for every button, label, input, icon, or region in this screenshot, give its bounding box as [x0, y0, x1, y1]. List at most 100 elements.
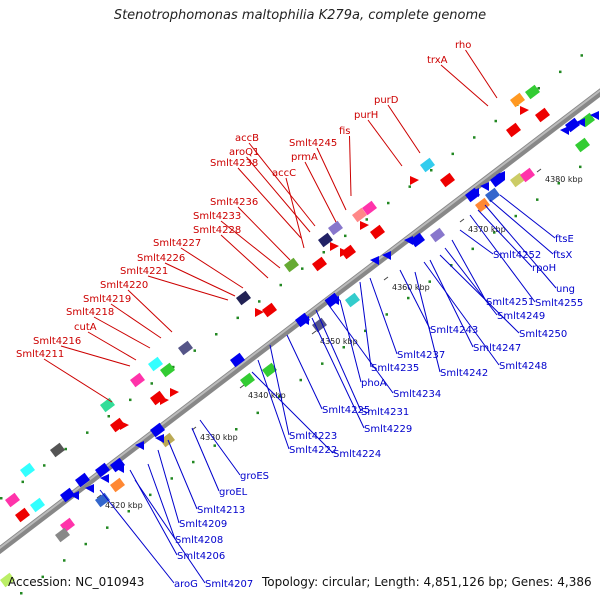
- reverse-gene: [160, 432, 175, 448]
- reverse-gene-label: ftsE: [555, 234, 574, 245]
- inner-dot: [450, 264, 453, 267]
- reverse-gene-label: Smlt4249: [497, 311, 545, 322]
- reverse-gene: [149, 422, 165, 438]
- reverse-gene: [240, 372, 255, 388]
- forward-leader-line: [110, 303, 162, 339]
- forward-leader-line: [164, 262, 236, 297]
- reverse-leader-line: [311, 317, 365, 429]
- forward-leader-line: [220, 234, 269, 279]
- forward-gene-label: prmA: [291, 152, 318, 163]
- outer-dot: [580, 54, 583, 57]
- forward-arrow: [410, 176, 419, 185]
- inner-dot: [127, 510, 130, 513]
- reverse-leader-line: [99, 489, 175, 584]
- reverse-arrow: [480, 182, 489, 191]
- reverse-gene-label: Smlt4213: [197, 505, 245, 516]
- reverse-arrow: [382, 251, 391, 260]
- inner-dot: [536, 198, 539, 201]
- reverse-gene-label: Smlt4237: [397, 350, 445, 361]
- reverse-arrow: [85, 484, 94, 493]
- forward-arrow: [120, 421, 129, 430]
- forward-arrow: [340, 248, 349, 257]
- reverse-leader-line: [489, 199, 554, 255]
- outer-dot: [0, 497, 3, 500]
- inner-dot: [321, 362, 324, 365]
- reverse-gene: [262, 362, 277, 378]
- tick-mark: [96, 494, 102, 499]
- inner-dot: [84, 542, 87, 546]
- reverse-gene-label: groES: [240, 471, 269, 482]
- outer-dot: [86, 431, 89, 434]
- inner-dot: [471, 247, 474, 251]
- reverse-arrow: [560, 126, 569, 135]
- forward-gene-label: Smlt4245: [289, 138, 337, 149]
- reverse-arrow: [300, 316, 309, 325]
- reverse-gene-label: Smlt4255: [535, 298, 583, 309]
- reverse-gene: [345, 292, 360, 308]
- forward-leader-line: [87, 331, 137, 361]
- tick-label: 4320 kbp: [105, 501, 143, 510]
- forward-leader-line: [387, 104, 421, 154]
- reverse-leader-line: [499, 194, 556, 239]
- reverse-gene: [110, 477, 125, 493]
- reverse-gene: [475, 197, 490, 213]
- forward-gene: [235, 290, 251, 306]
- outer-dot: [344, 234, 347, 238]
- reverse-leader-line: [459, 229, 494, 255]
- reverse-leader-line: [147, 463, 176, 540]
- forward-leader-line: [220, 220, 281, 269]
- forward-gene-label: rho: [455, 40, 471, 51]
- ticks-layer: 4320 kbp 4330 kbp 4340 kbp 4350 kbp 4360 kbp…: [96, 168, 583, 510]
- forward-leader-line: [367, 119, 403, 167]
- inner-dot: [342, 346, 345, 349]
- reverse-leader-line: [257, 359, 290, 450]
- reverse-leader-line: [191, 427, 220, 492]
- forward-gene-label: fis: [339, 126, 351, 137]
- reverse-leader-line: [286, 334, 323, 410]
- tick-mark: [311, 330, 317, 335]
- outer-dot: [322, 251, 325, 254]
- outer-dot: [387, 201, 390, 205]
- forward-gene-label: Smlt4219: [83, 294, 131, 305]
- reverse-gene: [0, 572, 15, 588]
- summary-text: Topology: circular; Length: 4,851,126 bp…: [262, 575, 592, 589]
- reverse-leader-line: [251, 371, 334, 454]
- outer-dot: [430, 169, 433, 172]
- forward-leader-line: [237, 206, 291, 261]
- reverse-leader-line: [423, 261, 500, 366]
- reverse-label-lines: [99, 194, 557, 584]
- reverse-gene-label: Smlt4222: [289, 445, 337, 456]
- forward-arrow: [330, 242, 339, 251]
- inner-dot: [493, 231, 496, 234]
- reverse-leader-line: [477, 209, 533, 268]
- forward-gene-label: trxA: [427, 55, 448, 66]
- reverse-leader-line: [414, 271, 441, 373]
- forward-gene: [178, 340, 193, 356]
- inner-dot: [63, 559, 66, 562]
- inner-dot: [579, 165, 582, 169]
- forward-leader-line: [43, 358, 113, 403]
- reverse-gene-label: Smlt4242: [440, 368, 488, 379]
- outer-dot: [150, 382, 153, 385]
- forward-arrow: [160, 396, 169, 405]
- reverse-arrow: [115, 464, 124, 473]
- reverse-leader-line: [429, 259, 474, 348]
- outer-dot: [408, 185, 411, 188]
- outer-dot: [107, 415, 110, 418]
- inner-dot: [364, 329, 367, 333]
- reverse-gene: [29, 497, 45, 513]
- forward-gene: [370, 224, 385, 240]
- forward-leader-line: [147, 275, 229, 301]
- inner-dot: [192, 460, 195, 464]
- tick-label: 4330 kbp: [200, 433, 238, 442]
- reverse-gene: [520, 167, 535, 183]
- reverse-gene-label: ung: [556, 284, 575, 295]
- reverse-leader-line: [444, 247, 498, 316]
- forward-gene: [284, 257, 299, 273]
- forward-gene: [99, 397, 115, 413]
- reverse-gene-label: rpoH: [532, 263, 556, 274]
- forward-leader-line: [304, 161, 337, 223]
- forward-leader-line: [246, 156, 311, 233]
- reverse-leader-line: [315, 309, 362, 412]
